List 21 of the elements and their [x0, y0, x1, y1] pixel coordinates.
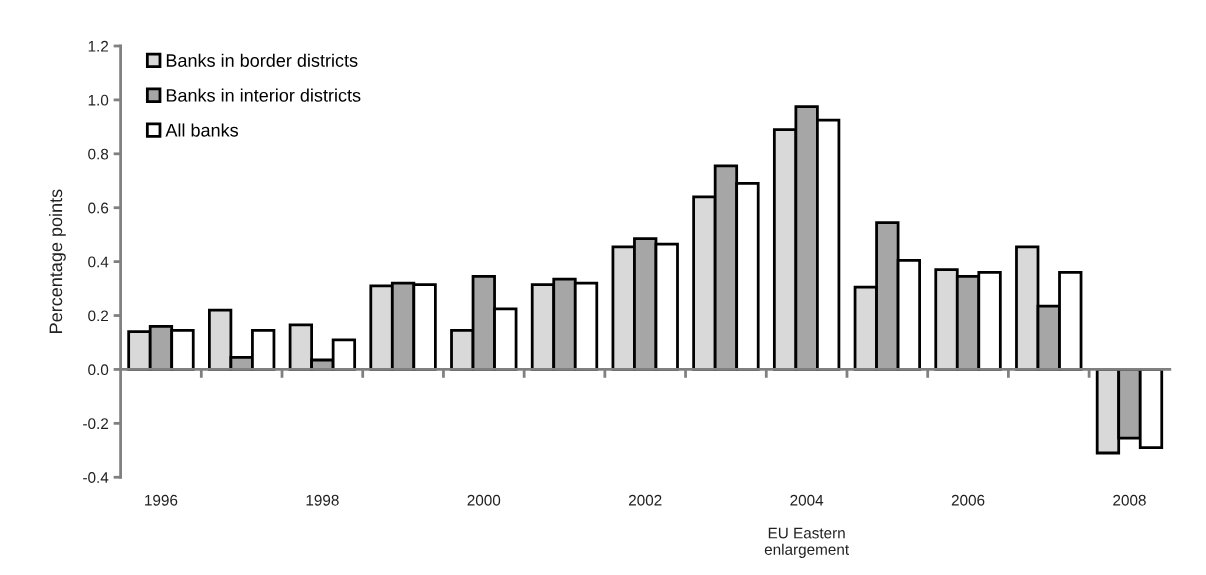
y-tick-label: 0.2: [88, 310, 109, 322]
y-tick-label: -0.2: [83, 418, 109, 430]
y-tick-label: 1.2: [88, 40, 109, 52]
x-tick-label: 2002: [628, 494, 662, 506]
x-tick-label: 1996: [145, 494, 178, 506]
y-axis-title: Percentage points: [48, 189, 66, 333]
legend-label: All banks: [165, 123, 239, 137]
y-tick-label: 0.0: [88, 364, 109, 376]
y-tick-label: -0.4: [83, 472, 109, 483]
y-tick-label: 1.0: [88, 94, 109, 106]
y-tick-label: 0.6: [88, 202, 109, 214]
x-tick-label: 2004: [790, 494, 824, 506]
x-tick-label: 2006: [951, 494, 985, 506]
y-tick-label: 0.4: [88, 256, 109, 268]
text: EU Eastern enlargement: [764, 527, 849, 558]
legend-label: Banks in border districts: [166, 53, 358, 67]
legend-label: Banks in interior districts: [166, 88, 361, 102]
x-tick-label: 2000: [467, 494, 501, 506]
x-tick-label: 1998: [306, 494, 339, 506]
y-tick-label: 0.8: [88, 148, 109, 160]
x-tick-label: 2008: [1113, 494, 1146, 506]
